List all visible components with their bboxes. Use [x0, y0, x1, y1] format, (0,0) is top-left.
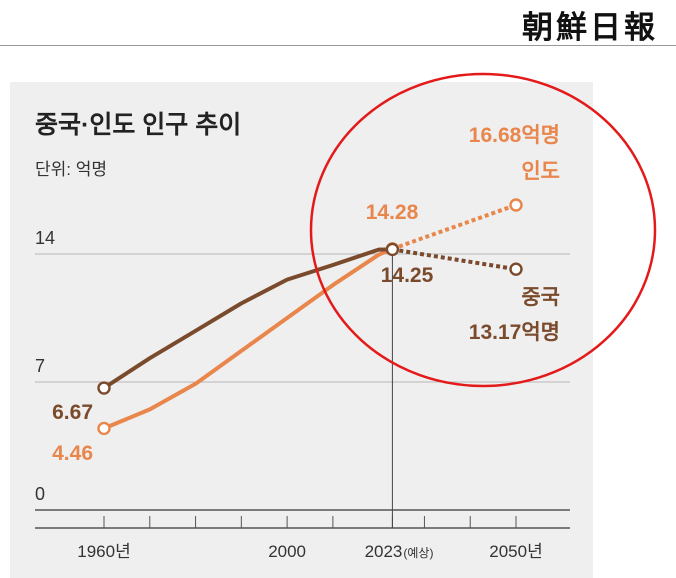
chart-title: 중국·인도 인구 추이	[35, 111, 241, 139]
y-tick-label: 14	[35, 228, 55, 248]
china-line	[102, 247, 395, 390]
china-marker-2050	[509, 262, 523, 276]
china-2050-value-label: 13.17억명	[469, 321, 560, 344]
newspaper-logo: 朝鮮日報	[522, 10, 658, 46]
x-tick-label-2000: 2000	[268, 542, 306, 561]
china-marker-1960	[97, 381, 111, 395]
chart-panel	[10, 82, 593, 578]
china-1960-label: 6.67	[52, 401, 93, 424]
india-series-label: 인도	[521, 160, 560, 183]
china-2023-label: 14.25	[381, 264, 434, 287]
china-series-label: 중국	[521, 286, 560, 309]
x-tick-note: (예상)	[403, 546, 433, 560]
india-line	[102, 246, 395, 431]
x-tick-label-1960: 1960년	[77, 542, 130, 561]
india-2023-label: 14.28	[366, 201, 419, 224]
x-tick-label-2050: 2050년	[489, 542, 542, 561]
masthead-divider	[0, 45, 676, 46]
series-lines	[102, 203, 517, 431]
india-marker-1960	[97, 421, 111, 436]
china-marker-2023	[385, 242, 400, 257]
y-tick-label: 0	[35, 484, 45, 504]
masthead: 朝鮮日報	[0, 0, 676, 46]
y-tick-label: 7	[35, 356, 45, 376]
unit-label: 단위: 억명	[35, 160, 107, 179]
india-1960-label: 4.46	[52, 442, 93, 465]
highlight-circle	[309, 72, 657, 388]
x-axis: 1960년 2000 2023 (예상) 2050년	[35, 255, 570, 561]
x-tick-label-2023: 2023	[365, 542, 403, 561]
india-marker-2050	[509, 198, 523, 212]
india-projection-line	[391, 203, 517, 251]
india-2050-value-label: 16.68억명	[469, 124, 560, 147]
gridlines: 0 7 14	[35, 228, 570, 511]
series-markers	[97, 198, 523, 436]
